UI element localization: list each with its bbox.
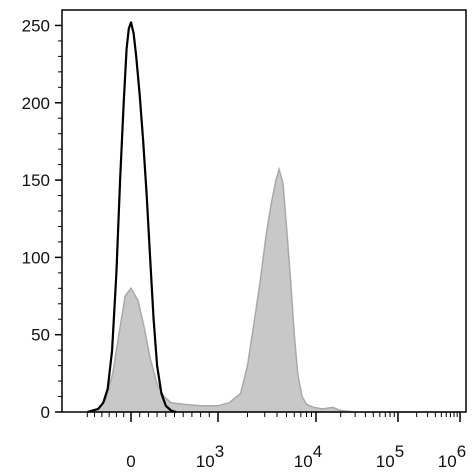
y-tick-label: 0 <box>41 403 50 422</box>
series-filled-histogram <box>87 166 460 413</box>
y-tick-label: 150 <box>22 171 50 190</box>
axes <box>55 9 467 422</box>
x-tick-label-exponent: 4 <box>313 442 322 461</box>
x-tick-label: 103 <box>196 442 224 471</box>
x-tick-label-base: 0 <box>126 452 135 471</box>
x-tick-label: 0 <box>126 452 135 471</box>
x-tick-label-exponent: 6 <box>457 442 466 461</box>
x-tick-label-exponent: 3 <box>215 442 224 461</box>
x-tick-label-base: 10 <box>294 452 313 471</box>
x-tick-label-exponent: 5 <box>395 442 404 461</box>
x-tick-label: 105 <box>376 442 404 471</box>
x-tick-label: 104 <box>294 442 322 471</box>
series-outline-histogram <box>86 21 177 414</box>
y-tick-label: 250 <box>22 16 50 35</box>
x-tick-label-base: 10 <box>196 452 215 471</box>
y-tick-label: 200 <box>22 94 50 113</box>
x-tick-label: 106 <box>438 442 466 471</box>
y-tick-label: 100 <box>22 248 50 267</box>
y-tick-label: 50 <box>31 326 50 345</box>
x-tick-label-base: 10 <box>438 452 457 471</box>
x-tick-label-base: 10 <box>376 452 395 471</box>
plot-area <box>86 21 460 414</box>
